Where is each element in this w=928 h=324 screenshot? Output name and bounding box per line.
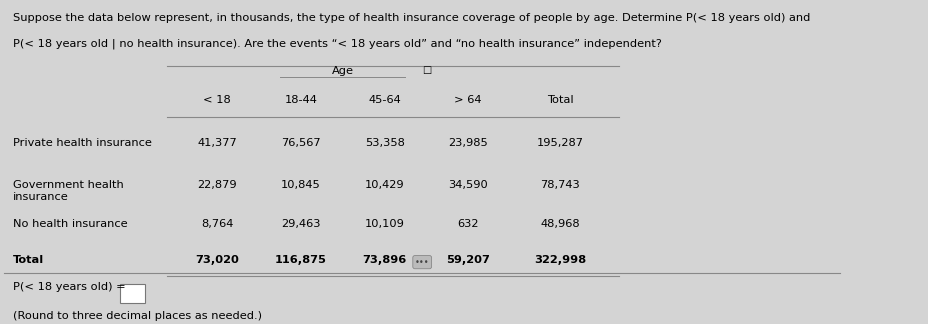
Text: 8,764: 8,764 <box>201 219 233 229</box>
Text: 29,463: 29,463 <box>281 219 320 229</box>
Text: > 64: > 64 <box>454 95 482 105</box>
FancyBboxPatch shape <box>120 284 145 303</box>
Text: 22,879: 22,879 <box>198 180 237 190</box>
Text: 76,567: 76,567 <box>281 138 320 148</box>
Text: 116,875: 116,875 <box>275 255 327 265</box>
Text: P(< 18 years old) =: P(< 18 years old) = <box>12 282 125 292</box>
Text: No health insurance: No health insurance <box>12 219 127 229</box>
Text: 10,429: 10,429 <box>365 180 404 190</box>
Text: 10,845: 10,845 <box>281 180 320 190</box>
Text: 18-44: 18-44 <box>284 95 317 105</box>
Text: 73,020: 73,020 <box>195 255 239 265</box>
Text: 41,377: 41,377 <box>198 138 237 148</box>
Text: •••: ••• <box>415 258 429 267</box>
Text: < 18: < 18 <box>203 95 231 105</box>
Text: 78,743: 78,743 <box>540 180 579 190</box>
Text: Total: Total <box>12 255 44 265</box>
Text: 34,590: 34,590 <box>448 180 487 190</box>
Text: 73,896: 73,896 <box>362 255 406 265</box>
Text: 10,109: 10,109 <box>365 219 404 229</box>
Text: P(< 18 years old | no health insurance). Are the events “< 18 years old” and “no: P(< 18 years old | no health insurance).… <box>12 39 661 49</box>
Text: 632: 632 <box>457 219 479 229</box>
Text: Government health
insurance: Government health insurance <box>12 180 123 202</box>
Text: Total: Total <box>547 95 573 105</box>
Text: 45-64: 45-64 <box>367 95 401 105</box>
Text: Suppose the data below represent, in thousands, the type of health insurance cov: Suppose the data below represent, in tho… <box>12 13 809 23</box>
Text: Age: Age <box>331 66 354 76</box>
Text: 48,968: 48,968 <box>540 219 579 229</box>
Text: □: □ <box>421 65 431 75</box>
Text: 195,287: 195,287 <box>536 138 583 148</box>
Text: (Round to three decimal places as needed.): (Round to three decimal places as needed… <box>12 311 262 321</box>
Text: 53,358: 53,358 <box>365 138 404 148</box>
Text: 23,985: 23,985 <box>448 138 487 148</box>
Text: 59,207: 59,207 <box>445 255 490 265</box>
Text: 322,998: 322,998 <box>534 255 586 265</box>
Text: Private health insurance: Private health insurance <box>12 138 151 148</box>
